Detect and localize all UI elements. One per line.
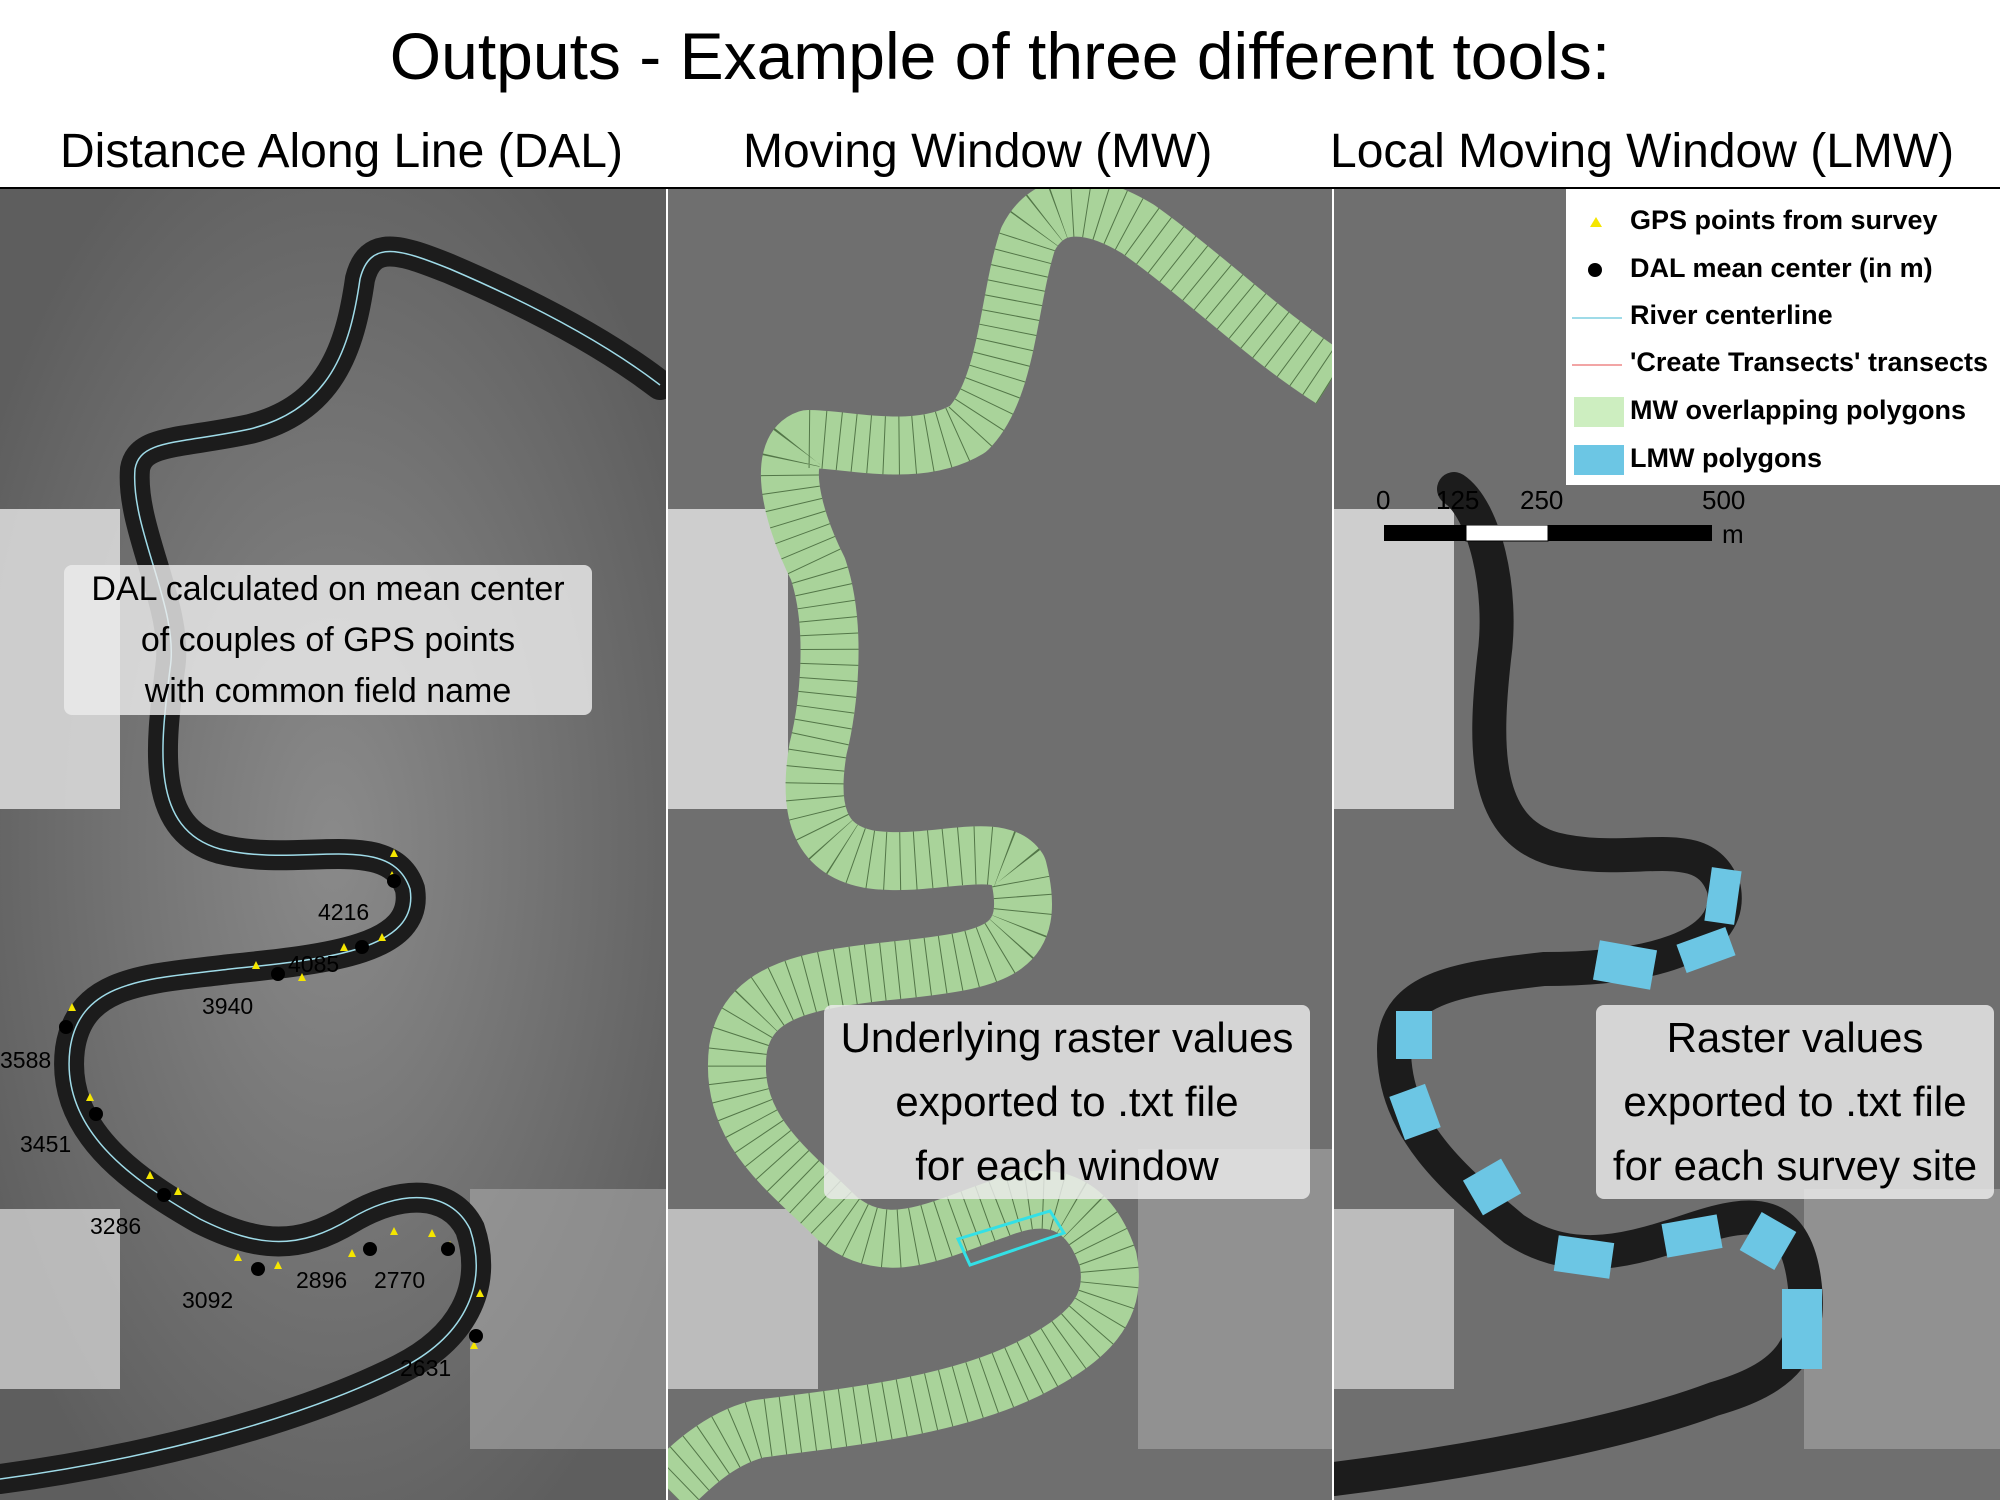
scale-bar-graphic [1384, 525, 1712, 542]
light-field-area [1138, 1149, 1332, 1449]
bright-field-area [1334, 1209, 1454, 1389]
dal-label: 3286 [90, 1213, 142, 1239]
dal-label: 2896 [296, 1267, 348, 1293]
dal-label: 3092 [182, 1287, 234, 1313]
dal-label: 4085 [288, 951, 340, 977]
legend-item-gps: GPS points from survey [1566, 201, 2000, 241]
dal-label: 2770 [374, 1267, 426, 1293]
scale-unit: m [1722, 519, 1744, 549]
scale-tick: 500 [1702, 485, 1746, 515]
yellow-triangle-icon [1590, 217, 1602, 227]
green-box-icon [1574, 397, 1624, 427]
mw-overlapping-polygons [668, 189, 1332, 1500]
scale-bar: 0 125 250 500 m [1334, 485, 1768, 555]
light-field-area [1804, 1189, 2000, 1449]
map-legend: GPS points from survey DAL mean center (… [1566, 189, 2000, 485]
title-divider [0, 187, 2000, 189]
legend-label: River centerline [1630, 300, 1833, 330]
lmw-polygons [1389, 867, 1822, 1369]
dal-label: 2631 [400, 1355, 452, 1381]
legend-item-centerline: River centerline [1566, 296, 2000, 336]
black-dot-icon [1588, 263, 1602, 277]
legend-label: DAL mean center (in m) [1630, 253, 1933, 283]
bright-field-area [668, 1209, 818, 1389]
cyan-line-icon [1572, 317, 1622, 319]
dal-label: 4216 [318, 899, 370, 925]
dal-mean-centers [59, 874, 483, 1343]
mw-map-svg [668, 189, 1332, 1500]
highlighted-window [955, 1209, 1067, 1267]
panel-title-dal: Distance Along Line (DAL) [60, 125, 623, 178]
callout-dal: DAL calculated on mean center of couples… [64, 565, 592, 715]
red-line-icon [1572, 364, 1622, 366]
map-panel-dal[interactable]: 4216 4085 3940 3588 3451 3286 3092 2896 … [0, 189, 666, 1500]
legend-label: MW overlapping polygons [1630, 395, 1966, 425]
legend-label: LMW polygons [1630, 443, 1822, 473]
bright-quarry-area [668, 509, 788, 809]
legend-label: GPS points from survey [1630, 205, 1938, 235]
legend-item-lmw: LMW polygons [1566, 439, 2000, 479]
dal-label: 3451 [20, 1131, 72, 1157]
legend-item-transects: 'Create Transects' transects [1566, 343, 2000, 383]
map-panel-mw[interactable]: Underlying raster values exported to .tx… [668, 189, 1332, 1500]
legend-item-dal: DAL mean center (in m) [1566, 249, 2000, 289]
map-panel-lmw[interactable]: Raster values exported to .txt file for … [1334, 189, 2000, 1500]
panel-title-lmw: Local Moving Window (LMW) [1330, 125, 1955, 178]
legend-item-mw: MW overlapping polygons [1566, 391, 2000, 431]
dal-map-svg [0, 189, 666, 1500]
scale-tick: 125 [1436, 485, 1480, 515]
bright-quarry-area [1334, 509, 1454, 809]
light-field-area [470, 1189, 666, 1449]
scale-tick: 250 [1520, 485, 1564, 515]
blue-box-icon [1574, 445, 1624, 475]
dal-label: 3588 [0, 1047, 52, 1073]
callout-mw: Underlying raster values exported to .tx… [824, 1005, 1310, 1199]
dal-label: 3940 [202, 993, 254, 1019]
river-centerline [0, 250, 661, 1480]
main-title: Outputs - Example of three different too… [389, 19, 1611, 93]
scale-tick: 0 [1376, 485, 1391, 515]
legend-label: 'Create Transects' transects [1630, 347, 1989, 377]
bright-field-area [0, 1209, 120, 1389]
panel-title-mw: Moving Window (MW) [743, 125, 1213, 178]
callout-lmw: Raster values exported to .txt file for … [1596, 1005, 1994, 1199]
